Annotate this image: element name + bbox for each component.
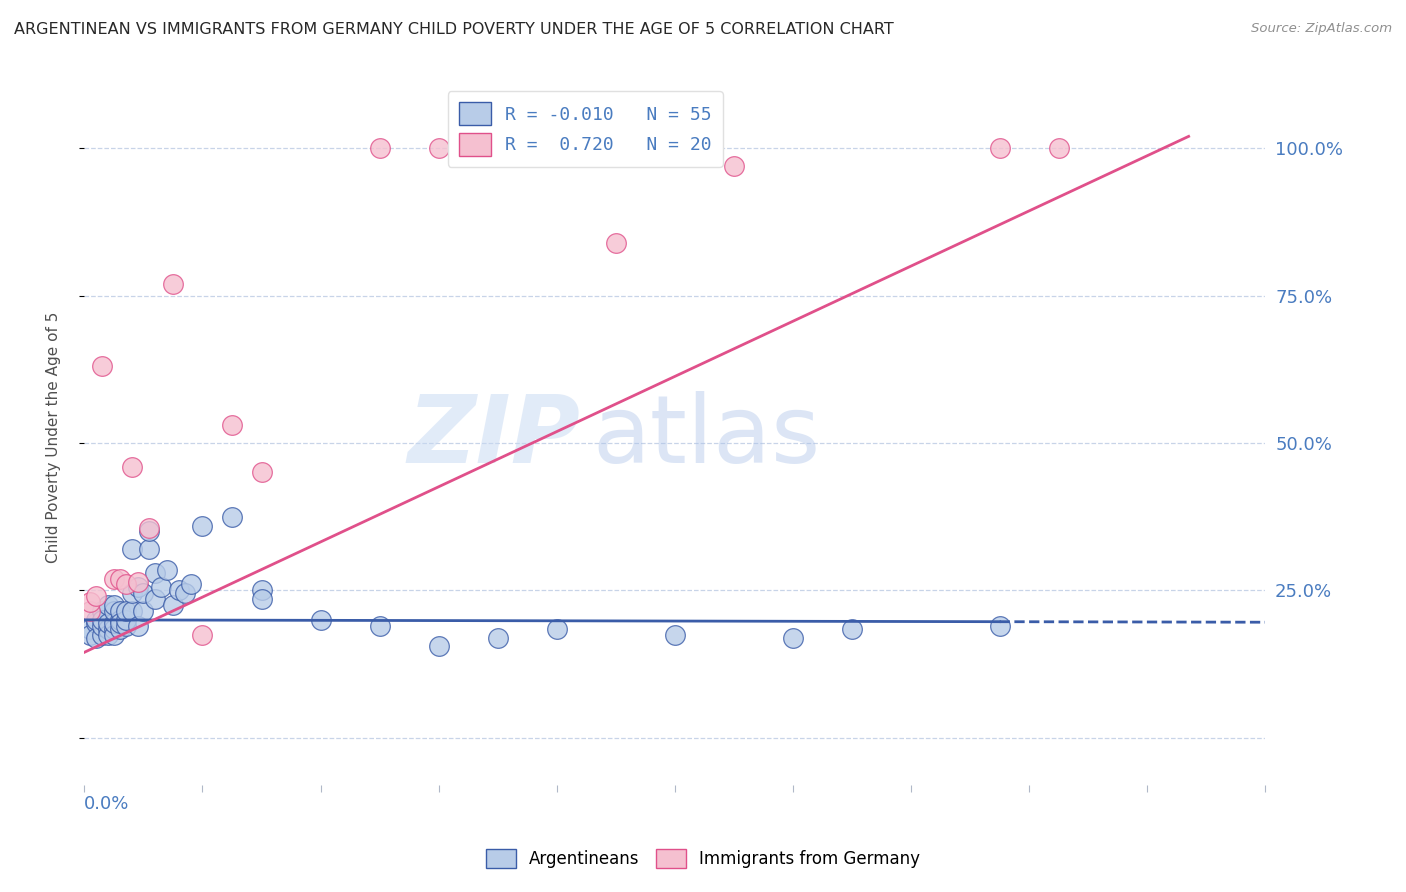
Point bbox=[97, 622, 120, 636]
Point bbox=[79, 604, 101, 618]
Point bbox=[121, 542, 143, 557]
Point bbox=[91, 604, 114, 618]
Point bbox=[114, 604, 136, 618]
Point bbox=[138, 521, 160, 535]
Point bbox=[988, 141, 1011, 155]
Point bbox=[723, 159, 745, 173]
Point bbox=[84, 589, 107, 603]
Point bbox=[108, 604, 131, 618]
Point bbox=[79, 622, 101, 636]
Point bbox=[91, 613, 114, 627]
Point bbox=[368, 619, 391, 633]
Y-axis label: Child Poverty Under the Age of 5: Child Poverty Under the Age of 5 bbox=[46, 311, 60, 563]
Point bbox=[250, 592, 273, 607]
Point bbox=[162, 598, 184, 612]
Point bbox=[79, 595, 101, 609]
Point bbox=[782, 631, 804, 645]
Point bbox=[427, 640, 450, 654]
Point bbox=[91, 627, 114, 641]
Point bbox=[191, 627, 214, 641]
Point bbox=[1047, 141, 1070, 155]
Point bbox=[605, 235, 627, 250]
Point bbox=[114, 613, 136, 627]
Point bbox=[91, 619, 114, 633]
Point bbox=[167, 583, 190, 598]
Point bbox=[221, 418, 243, 433]
Point bbox=[103, 615, 125, 630]
Point bbox=[162, 277, 184, 291]
Point bbox=[108, 615, 131, 630]
Point bbox=[127, 574, 149, 589]
Point bbox=[664, 627, 686, 641]
Point bbox=[97, 627, 120, 641]
Point bbox=[173, 586, 195, 600]
Text: 0.0%: 0.0% bbox=[84, 796, 129, 814]
Point bbox=[127, 619, 149, 633]
Point bbox=[180, 577, 202, 591]
Point bbox=[127, 581, 149, 595]
Point bbox=[121, 459, 143, 474]
Point bbox=[103, 627, 125, 641]
Point bbox=[84, 615, 107, 630]
Point bbox=[250, 583, 273, 598]
Point bbox=[309, 613, 332, 627]
Point bbox=[221, 509, 243, 524]
Point bbox=[108, 572, 131, 586]
Point bbox=[114, 577, 136, 591]
Point bbox=[103, 622, 125, 636]
Point bbox=[143, 566, 166, 580]
Point bbox=[427, 141, 450, 155]
Point bbox=[103, 604, 125, 618]
Point bbox=[103, 572, 125, 586]
Legend: Argentineans, Immigrants from Germany: Argentineans, Immigrants from Germany bbox=[479, 842, 927, 875]
Point bbox=[97, 598, 120, 612]
Point bbox=[138, 524, 160, 539]
Point bbox=[103, 598, 125, 612]
Point bbox=[91, 359, 114, 374]
Point bbox=[841, 622, 863, 636]
Point bbox=[84, 613, 107, 627]
Point bbox=[108, 613, 131, 627]
Point bbox=[988, 619, 1011, 633]
Point bbox=[114, 619, 136, 633]
Text: Source: ZipAtlas.com: Source: ZipAtlas.com bbox=[1251, 22, 1392, 36]
Point bbox=[108, 622, 131, 636]
Point bbox=[546, 622, 568, 636]
Point bbox=[156, 563, 179, 577]
Point bbox=[132, 586, 155, 600]
Text: ARGENTINEAN VS IMMIGRANTS FROM GERMANY CHILD POVERTY UNDER THE AGE OF 5 CORRELAT: ARGENTINEAN VS IMMIGRANTS FROM GERMANY C… bbox=[14, 22, 894, 37]
Point bbox=[121, 604, 143, 618]
Point bbox=[79, 627, 101, 641]
Legend: R = -0.010   N = 55, R =  0.720   N = 20: R = -0.010 N = 55, R = 0.720 N = 20 bbox=[447, 91, 723, 167]
Point bbox=[121, 586, 143, 600]
Point bbox=[138, 542, 160, 557]
Point bbox=[191, 518, 214, 533]
Point bbox=[97, 615, 120, 630]
Point bbox=[150, 581, 173, 595]
Point bbox=[132, 604, 155, 618]
Point bbox=[486, 631, 509, 645]
Point bbox=[84, 631, 107, 645]
Text: ZIP: ZIP bbox=[408, 391, 581, 483]
Point bbox=[143, 592, 166, 607]
Point bbox=[250, 466, 273, 480]
Text: atlas: atlas bbox=[592, 391, 821, 483]
Point bbox=[368, 141, 391, 155]
